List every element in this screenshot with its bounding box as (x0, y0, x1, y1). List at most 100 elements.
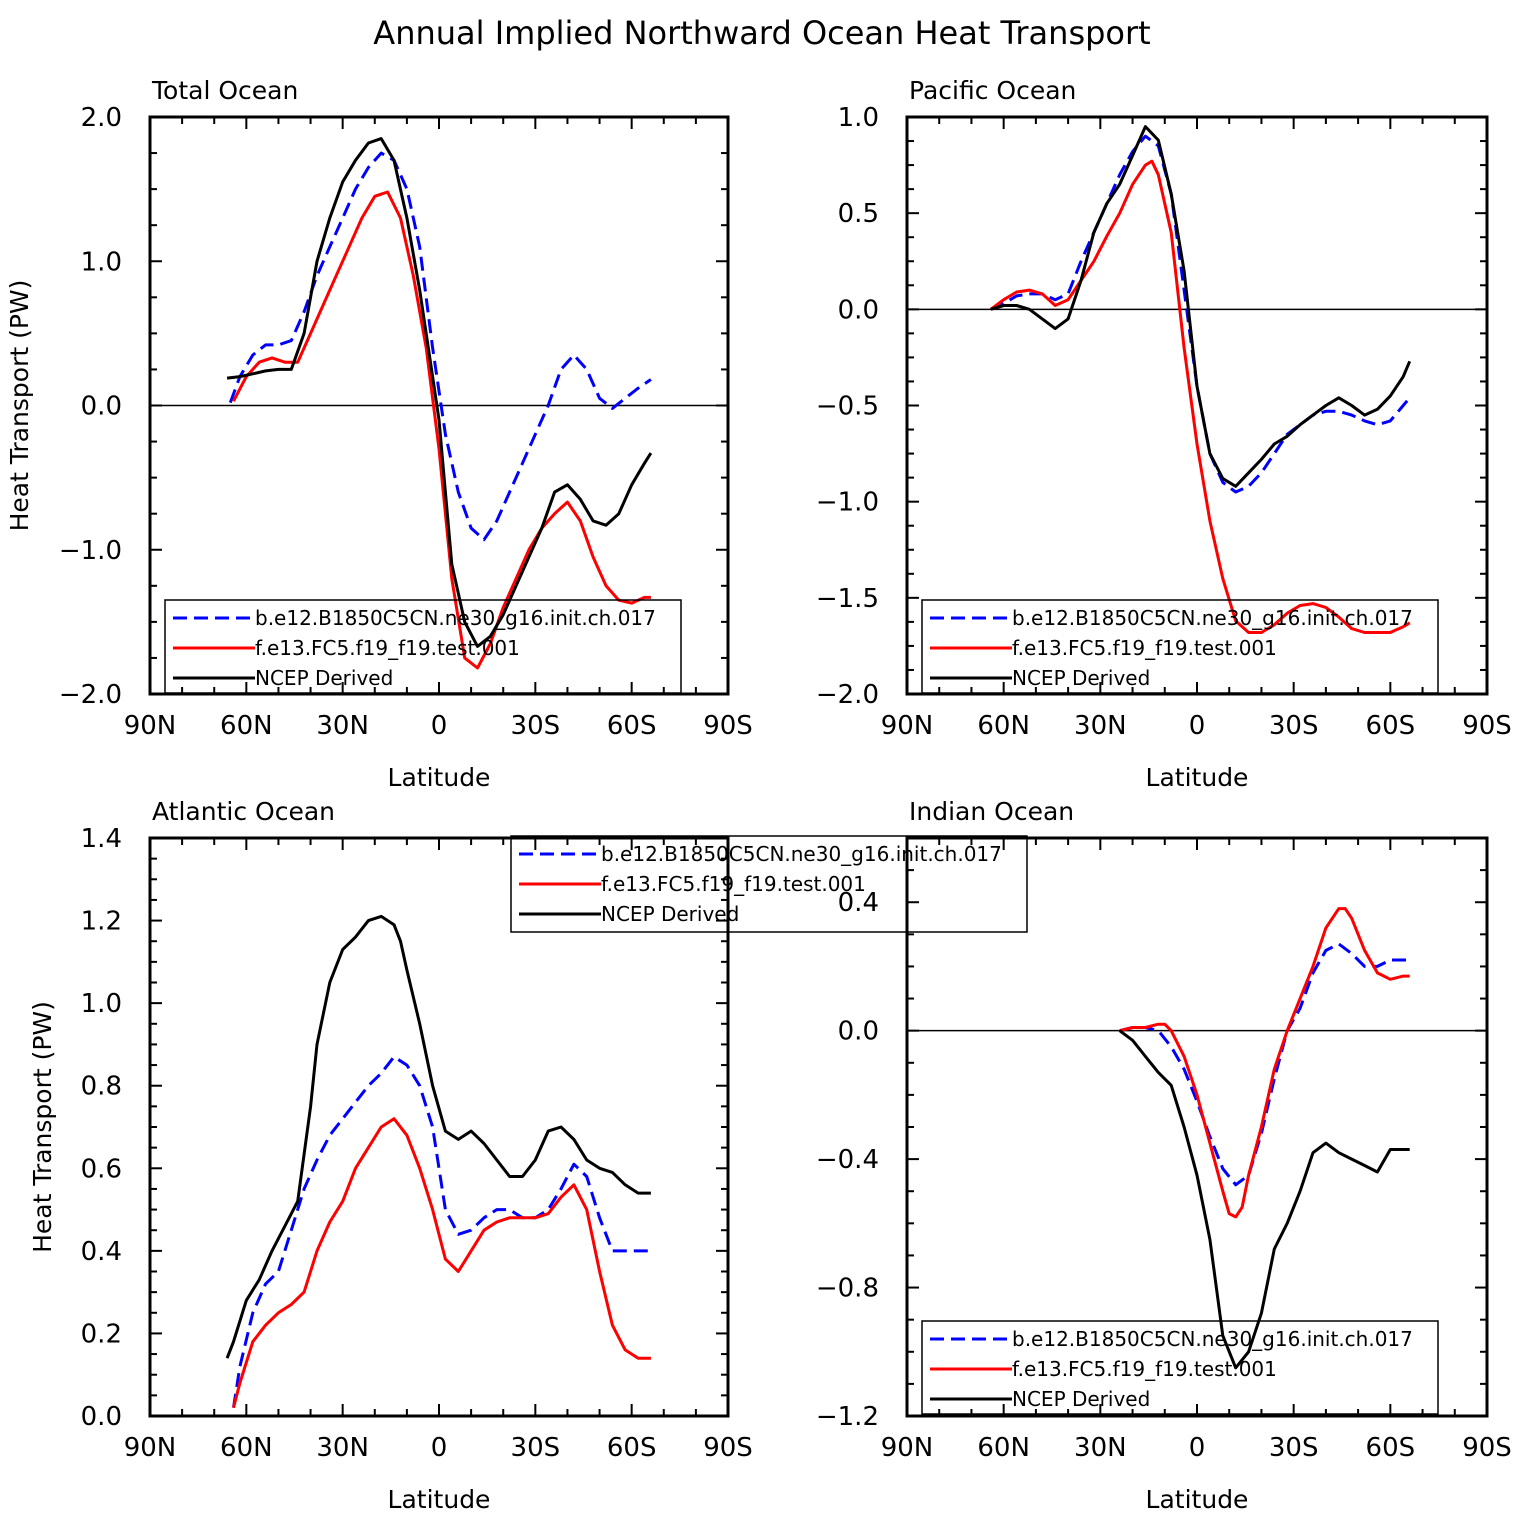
legend-label: f.e13.FC5.f19_f19.test.001 (601, 872, 866, 896)
legend-label: NCEP Derived (1012, 1387, 1150, 1411)
legend: b.e12.B1850C5CN.ne30_g16.init.ch.017 f.e1… (921, 1320, 1439, 1415)
series-line-model-b (232, 1055, 651, 1408)
panels: 90N 60N 30N 0 30S 60S 90S −2.0 −1.0 0.0 1.0 2.0 Tota… (5, 76, 1512, 1514)
x-axis-label: Latitude (388, 1485, 491, 1514)
x-tick-label: 90S (703, 1433, 753, 1463)
y-tick-label: −1.2 (816, 1402, 879, 1432)
legend-box (510, 835, 1028, 933)
y-tick-label: 1.2 (81, 907, 122, 937)
y-tick-label: 1.0 (838, 103, 879, 133)
x-tick-label: 90N (124, 1433, 177, 1463)
legend-label: b.e12.B1850C5CN.ne30_g16.init.ch.017 (255, 606, 656, 630)
y-tick-label: −1.0 (816, 488, 879, 518)
series-line-ncep (990, 125, 1412, 488)
x-tick-label: 30S (1269, 711, 1319, 741)
y-tick-label: 0.5 (838, 199, 879, 229)
legend: b.e12.B1850C5CN.ne30_g16.init.ch.017 f.e1… (510, 835, 1028, 933)
x-tick-label: 60N (977, 711, 1030, 741)
x-tick-label: 0 (1189, 1433, 1206, 1463)
y-tick-label: 0.0 (838, 295, 879, 325)
y-tick-label: 2.0 (81, 103, 122, 133)
y-tick-label: −0.4 (816, 1145, 879, 1175)
x-tick-label: 30N (316, 711, 369, 741)
x-tick-label: 30N (1074, 711, 1127, 741)
x-tick-label: 90S (703, 711, 753, 741)
y-axis-label: Heat Transport (PW) (5, 280, 34, 532)
x-axis-label: Latitude (1146, 763, 1249, 792)
x-tick-label: 0 (431, 1433, 448, 1463)
panel-title: Total Ocean (151, 76, 298, 105)
x-tick-label: 0 (1189, 711, 1206, 741)
series-line-model-b (228, 151, 652, 542)
y-tick-label: 1.0 (81, 247, 122, 277)
y-tick-label: 0.0 (838, 1017, 879, 1047)
x-tick-label: 90S (1462, 711, 1512, 741)
legend: b.e12.B1850C5CN.ne30_g16.init.ch.017 f.e1… (921, 599, 1439, 694)
x-tick-label: 90S (1462, 1433, 1512, 1463)
y-tick-label: −1.0 (59, 536, 122, 566)
legend-box (921, 599, 1439, 694)
figure-title: Annual Implied Northward Ocean Heat Tran… (373, 14, 1150, 52)
y-tick-label: 0.4 (838, 888, 879, 918)
legend-label: b.e12.B1850C5CN.ne30_g16.init.ch.017 (1012, 1327, 1413, 1351)
x-tick-label: 60S (1366, 711, 1416, 741)
y-tick-label: 1.0 (81, 989, 122, 1019)
series-line-model-f (1119, 907, 1410, 1219)
legend-label: b.e12.B1850C5CN.ne30_g16.init.ch.017 (601, 842, 1002, 866)
x-tick-label: 60S (607, 1433, 657, 1463)
legend: b.e12.B1850C5CN.ne30_g16.init.ch.017 f.e1… (164, 599, 682, 694)
x-tick-label: 60S (607, 711, 657, 741)
y-tick-label: −0.5 (816, 392, 879, 422)
x-tick-label: 60N (220, 711, 273, 741)
x-tick-label: 30N (1074, 1433, 1127, 1463)
series-line-model-f (989, 159, 1411, 634)
x-tick-label: 30S (1269, 1433, 1319, 1463)
panel-indian-ocean: 90N 60N 30N 0 30S 60S 90S −1.2 −0.8 −0.4 0.0 0.4 Ind… (816, 797, 1512, 1514)
legend-label: NCEP Derived (255, 666, 393, 690)
y-tick-label: 0.8 (81, 1072, 122, 1102)
series-line-model-f (232, 1117, 651, 1409)
y-tick-label: −2.0 (816, 680, 879, 710)
series-line-ncep (1118, 1029, 1410, 1370)
x-tick-label: 30N (316, 1433, 369, 1463)
legend-box (164, 599, 682, 694)
x-tick-label: 90N (881, 1433, 934, 1463)
panel-pacific-ocean: 90N 60N 30N 0 30S 60S 90S −2.0 −1.5 −1.0 −0.5 0.0 0.… (816, 76, 1512, 792)
y-tick-label: −2.0 (59, 680, 122, 710)
legend-label: f.e13.FC5.f19_f19.test.001 (1012, 1357, 1277, 1381)
series-line-model-f (232, 190, 651, 670)
legend-label: NCEP Derived (601, 902, 739, 926)
x-tick-label: 90N (881, 711, 934, 741)
panel-atlantic-ocean: 90N 60N 30N 0 30S 60S 90S 0.0 0.2 0.4 0.6 0.8 1.0 1.2… (28, 797, 1028, 1514)
series-line-model-b (990, 134, 1411, 494)
x-axis-label: Latitude (388, 763, 491, 792)
legend-label: NCEP Derived (1012, 666, 1150, 690)
series-line-model-b (1119, 942, 1410, 1187)
y-tick-label: 1.4 (81, 824, 122, 854)
panel-title: Indian Ocean (909, 797, 1074, 826)
panel-total-ocean: 90N 60N 30N 0 30S 60S 90S −2.0 −1.0 0.0 1.0 2.0 Tota… (5, 76, 753, 792)
y-tick-label: −1.5 (816, 584, 879, 614)
x-tick-label: 0 (431, 711, 448, 741)
y-tick-label: 0.6 (81, 1154, 122, 1184)
x-tick-label: 60N (977, 1433, 1030, 1463)
x-tick-label: 90N (124, 711, 177, 741)
legend-label: b.e12.B1850C5CN.ne30_g16.init.ch.017 (1012, 606, 1413, 630)
x-axis-label: Latitude (1146, 1485, 1249, 1514)
x-tick-label: 60S (1366, 1433, 1416, 1463)
y-tick-label: 0.4 (81, 1237, 122, 1267)
series-line-ncep (225, 914, 651, 1359)
panel-title: Pacific Ocean (909, 76, 1076, 105)
y-tick-label: 0.2 (81, 1319, 122, 1349)
x-tick-label: 30S (511, 1433, 561, 1463)
legend-label: f.e13.FC5.f19_f19.test.001 (255, 636, 520, 660)
y-tick-label: −0.8 (816, 1274, 879, 1304)
y-axis-label: Heat Transport (PW) (28, 1001, 57, 1253)
series-line-ncep (226, 137, 653, 648)
y-tick-label: 0.0 (81, 1402, 122, 1432)
panel-title: Atlantic Ocean (152, 797, 335, 826)
legend-label: f.e13.FC5.f19_f19.test.001 (1012, 636, 1277, 660)
y-tick-label: 0.0 (81, 392, 122, 422)
legend-box (921, 1320, 1439, 1415)
